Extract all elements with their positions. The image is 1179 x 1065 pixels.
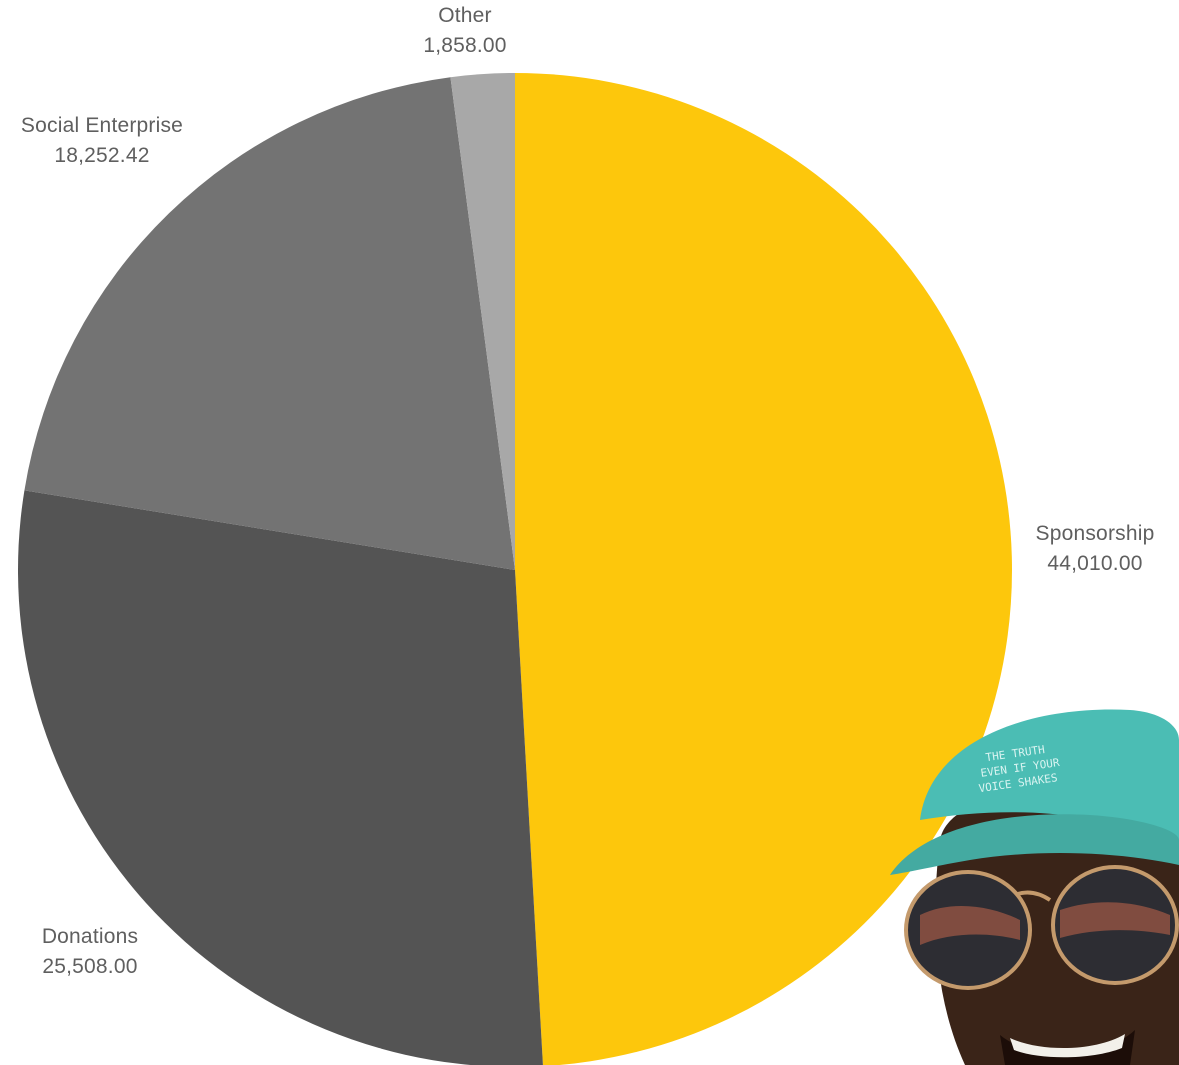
- person-photo: THE TRUTH EVEN IF YOUR VOICE SHAKES: [890, 709, 1179, 1065]
- slice-label-other: Other 1,858.00: [390, 1, 540, 61]
- pie-slice-other: [450, 73, 515, 570]
- slice-label-other-name: Other: [438, 4, 492, 27]
- slice-label-social-enterprise: Social Enterprise 18,252.42: [2, 111, 202, 171]
- pie-slice-sponsorship: [515, 73, 1012, 1065]
- pie-slice-donations: [18, 490, 543, 1065]
- slice-label-donations: Donations 25,508.00: [10, 922, 170, 982]
- photo-lens-reflection-right: [1060, 902, 1170, 938]
- photo-lens-reflection-left: [920, 905, 1020, 945]
- slice-label-sponsorship-value: 44,010.00: [1047, 552, 1143, 575]
- slice-label-other-value: 1,858.00: [423, 34, 507, 57]
- photo-cap: [920, 709, 1179, 850]
- slice-label-donations-value: 25,508.00: [42, 955, 138, 978]
- pie-slice-social-enterprise: [24, 77, 515, 570]
- slice-label-sponsorship-name: Sponsorship: [1035, 522, 1155, 545]
- slice-label-social-enterprise-value: 18,252.42: [54, 144, 150, 167]
- slice-label-donations-name: Donations: [41, 925, 139, 948]
- slice-label-sponsorship: Sponsorship 44,010.00: [1010, 519, 1179, 579]
- photo-teeth: [1010, 1034, 1125, 1058]
- photo-smile: [1000, 1030, 1135, 1065]
- photo-cap-brim: [890, 814, 1179, 875]
- pie-slices: [18, 73, 1012, 1065]
- slice-label-social-enterprise-name: Social Enterprise: [20, 114, 184, 137]
